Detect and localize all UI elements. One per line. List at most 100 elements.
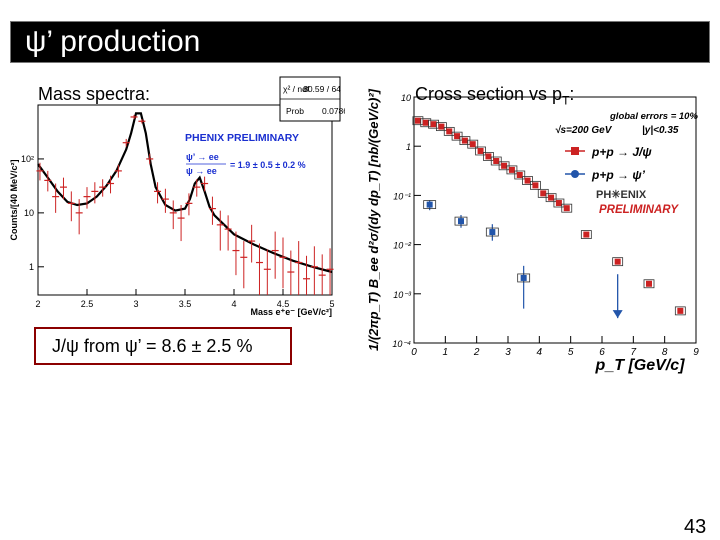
jpsi-data-point [493, 158, 500, 165]
jpsi-sys-box [436, 122, 447, 132]
ratio-denominator: ψ → ee [186, 166, 217, 176]
phenix-preliminary-label: PHENIX PRELIMINARY [185, 132, 299, 144]
mass-y-tick-label: 1 [29, 262, 34, 272]
jpsi-data-point [485, 153, 492, 160]
cross-y-tick-label: 1 [406, 142, 411, 152]
phenix-logo-text: PH✳ENIX [596, 189, 647, 201]
jpsi-sys-box [506, 165, 518, 175]
jpsi-data-point [501, 162, 508, 169]
jpsi-data-point [477, 147, 484, 154]
psiprime-sys-box [423, 200, 437, 210]
cross-y-tick-label: 10⁻¹ [393, 191, 411, 201]
psiprime-data-point [520, 274, 527, 281]
result-box: J/ψ from ψ’ = 8.6 ± 2.5 % [34, 327, 292, 365]
jpsi-sys-box [459, 136, 471, 145]
cross-y-tick-label: 10 [401, 93, 411, 103]
jpsi-sys-box [514, 170, 526, 180]
chi2-value: 80.59 / 64 [303, 84, 341, 94]
jpsi-sys-box [580, 230, 592, 239]
prob-value: 0.07869 [322, 106, 345, 116]
cross-x-tick-label: 1 [443, 347, 449, 358]
jpsi-data-point [646, 280, 652, 287]
jpsi-data-point [469, 141, 476, 148]
jpsi-data-point [614, 258, 621, 265]
mass-x-axis-label: Mass e⁺e⁻ [GeV/c²] [250, 307, 332, 317]
jpsi-data-point [516, 171, 523, 178]
mass-x-tick-label: 5 [329, 299, 334, 309]
cross-x-tick-label: 7 [631, 347, 637, 358]
psiprime-upper-limit-arrow [612, 310, 623, 319]
page-number: 43 [684, 516, 707, 538]
cross-x-tick-label: 0 [411, 347, 417, 358]
energy-label: √s=200 GeV [555, 125, 613, 136]
cross-section-chart: 0 1 2 3 4 5 6 7 8 9 10 1 10⁻¹ 10⁻² 10⁻³ 10⁻⁴ 1/(2πp_T) … [366, 88, 699, 374]
jpsi-data-point [461, 137, 468, 144]
ratio-value: = 1.9 ± 0.5 ± 0.2 % [230, 160, 306, 170]
mass-x-tick-label: 4 [231, 299, 236, 309]
jpsi-sys-box [483, 152, 494, 161]
title-bar: ψ’ production [10, 21, 710, 63]
psiprime-data-point [489, 229, 496, 236]
jpsi-data-point [548, 194, 555, 201]
jpsi-sys-box [522, 176, 533, 185]
jpsi-sys-box [475, 146, 486, 156]
jpsi-sys-box [467, 139, 479, 149]
legend-jpsi-marker [571, 147, 579, 155]
preliminary-label: PRELIMINARY [599, 204, 679, 216]
jpsi-sys-box [443, 126, 455, 136]
mass-spectrum-chart: 2 2.5 3 3.5 4 4.5 5 1 10 10² Counts/[40 MeV/c²] M… [9, 76, 345, 317]
prob-label: Prob [286, 106, 304, 116]
jpsi-data-point [563, 205, 570, 212]
jpsi-sys-box [612, 257, 624, 267]
jpsi-data-point [422, 119, 429, 126]
chi2-label: χ² / ndf [283, 84, 310, 94]
legend-psiprime-marker [571, 170, 579, 178]
psiprime-data-point [426, 201, 433, 208]
jpsi-data-point [508, 166, 515, 173]
mass-x-tick-label: 3.5 [179, 299, 192, 309]
cross-x-tick-label: 2 [473, 347, 480, 358]
mass-x-tick-label: 2.5 [81, 299, 94, 309]
cross-x-tick-label: 3 [505, 347, 511, 358]
global-errors-label: global errors = 10% [609, 111, 698, 122]
mass-y-tick-label: 10² [21, 154, 34, 164]
cross-section-caption-end: : [569, 84, 575, 104]
fit-stats-box: χ² / ndf 80.59 / 64 Prob 0.07869 [279, 76, 345, 122]
jpsi-data-point [555, 200, 562, 207]
mass-y-tick-label: 10 [24, 208, 34, 218]
mass-spectra-caption: Mass spectra: [38, 84, 151, 104]
psiprime-sys-box [517, 273, 531, 283]
jpsi-sys-box [561, 203, 573, 213]
cross-y-tick-label: 10⁻⁴ [392, 339, 411, 349]
ratio-numerator: ψ’ → ee [186, 152, 219, 162]
jpsi-sys-box [674, 306, 686, 316]
cross-section-caption-sub: T [562, 93, 570, 108]
cross-y-axis-label: 1/(2πp_T) B_ee d²σ/(dy dp_T) [nb/(GeV/c)… [366, 88, 381, 351]
jpsi-data-point [446, 128, 453, 135]
rapidity-label: |y|<0.35 [642, 125, 679, 136]
mass-x-tick-label: 3 [133, 299, 138, 309]
cross-legend: global errors = 10% √s=200 GeV |y|<0.35 … [555, 111, 698, 216]
jpsi-sys-box [451, 131, 463, 141]
jpsi-sys-box [490, 156, 502, 166]
jpsi-sys-box [530, 180, 541, 190]
jpsi-data-point [532, 182, 539, 189]
mass-fit-curve [37, 112, 333, 274]
cross-section-caption: Cross section vs pT: [415, 84, 574, 108]
cross-section-caption-main: Cross section vs p [415, 84, 563, 104]
cross-x-tick-label: 6 [599, 347, 605, 358]
mass-x-tick-label: 4.5 [277, 299, 290, 309]
jpsi-data-point [677, 307, 684, 314]
jpsi-sys-box [545, 193, 557, 203]
legend-psiprime-label: p+p → ψ’ [591, 168, 646, 182]
cross-x-tick-label: 4 [537, 347, 543, 358]
cross-plot-border [413, 96, 697, 344]
cross-y-tick-label: 10⁻³ [393, 290, 412, 300]
jpsi-data-point [524, 177, 531, 184]
legend-jpsi-label: p+p → J/ψ [591, 145, 652, 159]
mass-x-tick-label: 2 [35, 299, 40, 309]
mass-y-axis-label: Counts/[40 MeV/c²] [9, 159, 19, 240]
psiprime-sys-box [485, 227, 499, 237]
cross-x-axis-label: p_T [GeV/c] [595, 357, 686, 374]
jpsi-data-point [583, 231, 590, 238]
